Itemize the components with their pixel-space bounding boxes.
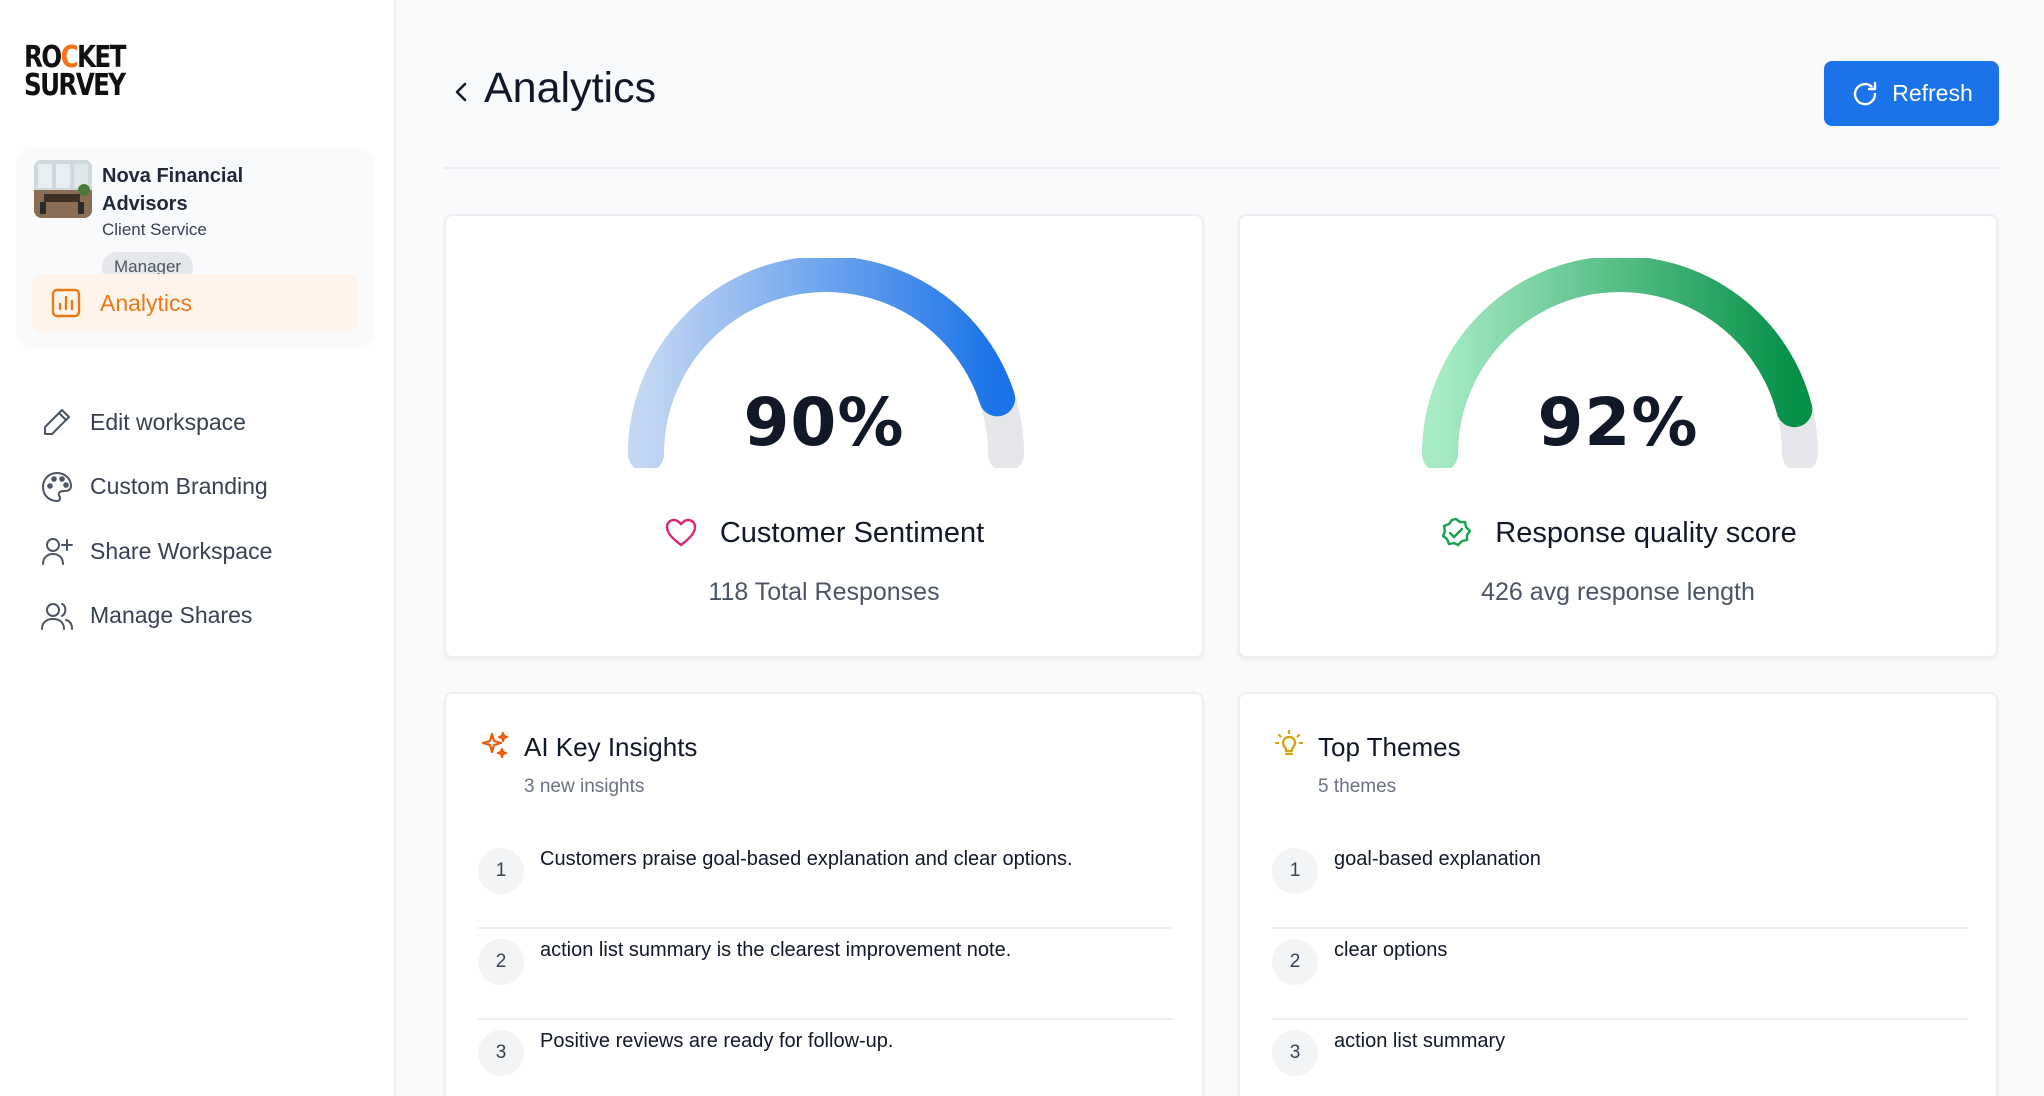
insights-count: 3 new insights [524, 776, 645, 797]
sidebar-item-analytics[interactable]: Analytics [32, 274, 358, 332]
themes-count: 5 themes [1318, 776, 1397, 797]
sidebar-item-label: Analytics [100, 289, 193, 316]
sidebar-item-edit-workspace[interactable]: Edit workspace [40, 400, 272, 444]
sidebar-item-manage-shares[interactable]: Manage Shares [40, 594, 272, 638]
item-text: Customers praise goal-based explanation … [540, 848, 1073, 870]
heart-icon [665, 518, 697, 547]
sidebar: ROCKET SURVEY Nova Financial Adviso [0, 0, 396, 1096]
sidebar-item-label: Share Workspace [90, 537, 273, 564]
response-quality-card: 92% Response quality score 426 avg respo… [1238, 214, 1998, 658]
users-icon [41, 602, 73, 630]
item-number: 1 [1272, 848, 1318, 894]
item-number: 2 [1272, 939, 1318, 985]
refresh-icon [1854, 81, 1877, 105]
customer-sentiment-card: 90% Customer Sentiment 118 Total Respons… [444, 214, 1204, 658]
item-text: goal-based explanation [1334, 848, 1541, 870]
themes-title: Top Themes [1318, 732, 1461, 762]
list-item[interactable]: 3 action list summary [1272, 1020, 1968, 1096]
ai-insights-card: AI Key Insights 3 new insights 1 Custome… [444, 692, 1204, 1096]
bar-chart-icon [51, 288, 81, 318]
item-number: 2 [478, 939, 524, 985]
pencil-icon [44, 409, 70, 435]
list-item[interactable]: 1 Customers praise goal-based explanatio… [478, 838, 1174, 929]
list-item[interactable]: 3 Positive reviews are ready for follow-… [478, 1020, 1174, 1096]
gauge-fill [628, 258, 1016, 468]
quality-label: Response quality score [1495, 516, 1797, 549]
sentiment-value: 90% [743, 384, 905, 461]
gauge-fill [1422, 258, 1813, 468]
list-item[interactable]: 1 goal-based explanation [1272, 838, 1968, 929]
item-text: action list summary [1334, 1030, 1506, 1052]
item-text: Positive reviews are ready for follow-up… [540, 1030, 894, 1052]
brand-logo[interactable]: ROCKET SURVEY [24, 40, 126, 103]
badge-check-icon [1442, 517, 1472, 547]
user-plus-icon [42, 538, 73, 565]
themes-list: 1 goal-based explanation 2 clear options… [1272, 838, 1968, 1096]
sidebar-item-label: Custom Branding [90, 473, 268, 499]
workspace-avatar [34, 160, 92, 218]
workspace-subtitle: Client Service [102, 220, 207, 239]
insights-list: 1 Customers praise goal-based explanatio… [478, 838, 1174, 1096]
header-divider [444, 167, 2000, 169]
sidebar-item-label: Edit workspace [90, 408, 246, 435]
quality-gauge [1422, 258, 1818, 468]
insights-title: AI Key Insights [524, 732, 698, 762]
sidebar-nav: Edit workspace Custom Branding [40, 400, 272, 658]
sidebar-item-custom-branding[interactable]: Custom Branding [40, 465, 272, 509]
item-number: 3 [478, 1030, 524, 1076]
top-themes-card: Top Themes 5 themes 1 goal-based explana… [1238, 692, 1998, 1096]
palette-icon [42, 471, 72, 502]
refresh-label: Refresh [1892, 80, 1973, 106]
back-chevron-icon[interactable] [448, 78, 476, 106]
sparkles-icon [481, 731, 509, 759]
quality-value: 92% [1537, 384, 1699, 461]
lightbulb-icon [1274, 730, 1304, 756]
sidebar-item-share-workspace[interactable]: Share Workspace [40, 529, 272, 573]
refresh-button[interactable]: Refresh [1824, 61, 1999, 126]
rocket-icon: C [60, 40, 79, 75]
workspace-name: Nova Financial Advisors [102, 165, 244, 215]
item-number: 1 [478, 848, 524, 894]
list-item[interactable]: 2 clear options [1272, 929, 1968, 1020]
sidebar-item-label: Manage Shares [90, 602, 253, 628]
list-item[interactable]: 2 action list summary is the clearest im… [478, 929, 1174, 1020]
total-responses: 118 Total Responses [708, 578, 940, 606]
main-content: Analytics Refresh 90% [396, 0, 2044, 1096]
item-text: action list summary is the clearest impr… [540, 939, 1012, 961]
item-text: clear options [1334, 939, 1448, 961]
item-number: 3 [1272, 1030, 1318, 1076]
avg-response-length: 426 avg response length [1481, 578, 1755, 606]
sentiment-label: Customer Sentiment [719, 516, 985, 549]
workspace-card: Nova Financial Advisors Client Service M… [16, 148, 374, 348]
sentiment-gauge [628, 258, 1024, 468]
page-title: Analytics [484, 64, 657, 112]
